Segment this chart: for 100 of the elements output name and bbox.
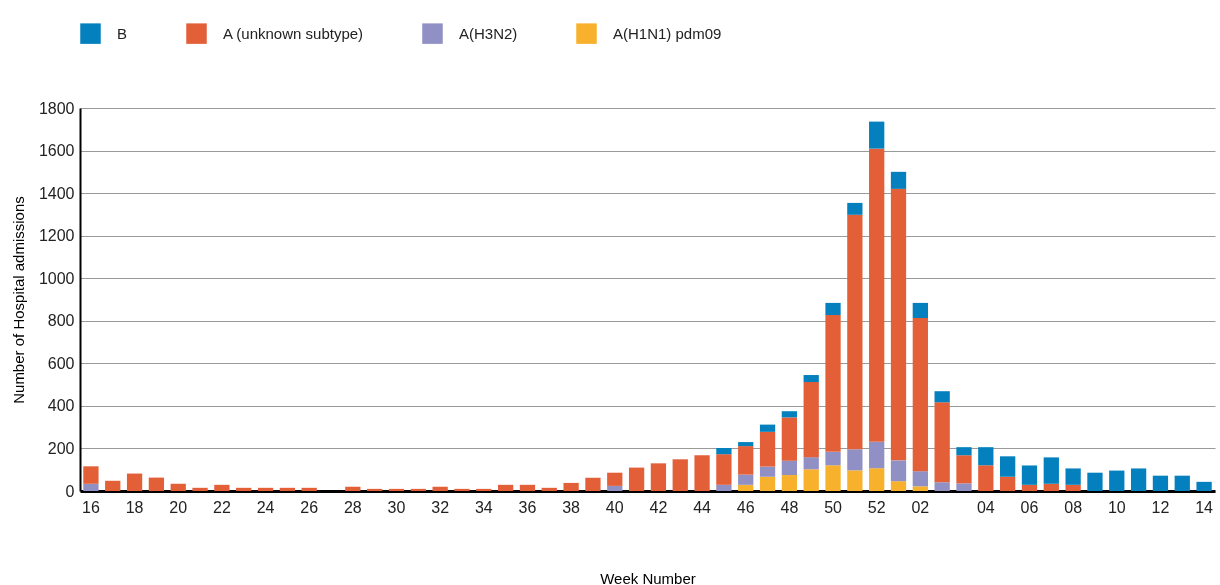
bar bbox=[781, 417, 798, 461]
x-tick-label: 48 bbox=[780, 498, 799, 516]
bar bbox=[1043, 457, 1059, 484]
x-tick-label: 04 bbox=[976, 498, 995, 516]
bar bbox=[934, 482, 950, 491]
bar bbox=[847, 202, 863, 215]
bar bbox=[388, 488, 405, 491]
bar bbox=[869, 148, 885, 442]
bar bbox=[1021, 484, 1038, 491]
bar bbox=[214, 484, 230, 491]
bar bbox=[519, 484, 536, 491]
x-tick-label: 46 bbox=[736, 498, 755, 516]
bar bbox=[1130, 468, 1147, 491]
bar bbox=[825, 315, 841, 452]
bar bbox=[781, 460, 798, 476]
bar bbox=[759, 466, 776, 477]
bar bbox=[301, 487, 317, 491]
x-tick-label: 44 bbox=[693, 498, 712, 516]
bar bbox=[890, 460, 907, 482]
y-tick-label: 400 bbox=[47, 397, 75, 415]
bar bbox=[956, 447, 972, 456]
bar bbox=[912, 486, 928, 491]
bar bbox=[803, 457, 819, 470]
x-axis-title: Week Number bbox=[600, 569, 696, 585]
bar bbox=[781, 475, 798, 491]
bar bbox=[869, 441, 885, 469]
bar bbox=[825, 302, 841, 316]
bar bbox=[825, 451, 841, 466]
bar bbox=[869, 468, 885, 491]
x-tick-label: 08 bbox=[1064, 498, 1083, 516]
x-tick-label: 24 bbox=[256, 498, 275, 516]
x-tick-label: 20 bbox=[169, 498, 188, 516]
x-tick-label: 22 bbox=[212, 498, 231, 516]
bar bbox=[410, 488, 426, 491]
bar bbox=[497, 484, 514, 491]
y-tick-label: 800 bbox=[47, 312, 75, 330]
bar bbox=[541, 487, 557, 491]
bar bbox=[759, 431, 776, 467]
bar bbox=[890, 481, 907, 491]
bar bbox=[607, 472, 623, 486]
bar bbox=[192, 487, 208, 491]
bar bbox=[628, 467, 645, 491]
y-axis-title: Number of Hospital admissions bbox=[9, 196, 27, 404]
bar bbox=[607, 485, 623, 491]
bar bbox=[738, 446, 754, 475]
bar bbox=[1043, 483, 1059, 491]
bar bbox=[345, 486, 361, 491]
bar bbox=[803, 382, 819, 458]
x-tick-label: 52 bbox=[867, 498, 886, 516]
x-tick-label: 50 bbox=[824, 498, 843, 516]
bar bbox=[934, 402, 950, 483]
y-tick-label: 1000 bbox=[38, 269, 75, 287]
bar bbox=[105, 480, 121, 491]
bar bbox=[803, 469, 819, 491]
bar bbox=[126, 473, 143, 491]
bar bbox=[956, 483, 972, 491]
bar bbox=[1021, 465, 1038, 485]
x-tick-label: 26 bbox=[300, 498, 319, 516]
bar bbox=[170, 483, 186, 491]
x-tick-label: 18 bbox=[125, 498, 144, 516]
legend-label: A(H3N2) bbox=[459, 24, 518, 42]
x-tick-label: 38 bbox=[562, 498, 581, 516]
bar bbox=[585, 477, 601, 491]
bar bbox=[847, 470, 863, 491]
y-tick-label: 200 bbox=[47, 439, 75, 457]
bar bbox=[716, 454, 732, 485]
bar bbox=[432, 486, 448, 491]
bar bbox=[847, 214, 863, 450]
x-tick-label: 34 bbox=[474, 498, 493, 516]
legend-label: B bbox=[117, 24, 128, 42]
bar bbox=[694, 455, 710, 491]
x-tick-label: 28 bbox=[343, 498, 362, 516]
bar bbox=[563, 482, 579, 491]
y-tick-label: 600 bbox=[47, 354, 75, 372]
bar bbox=[825, 465, 841, 491]
bar bbox=[367, 488, 383, 491]
x-tick-label: 36 bbox=[518, 498, 537, 516]
bar bbox=[869, 121, 885, 149]
bar bbox=[890, 188, 907, 461]
bar bbox=[1152, 475, 1169, 491]
bar bbox=[1065, 468, 1081, 485]
y-tick-label: 1400 bbox=[38, 184, 75, 202]
bar bbox=[847, 449, 863, 471]
bar bbox=[912, 318, 928, 472]
bar bbox=[956, 455, 972, 484]
bar bbox=[279, 487, 295, 491]
bar bbox=[759, 476, 776, 491]
bar bbox=[1000, 456, 1016, 477]
legend-label: A(H1N1) pdm09 bbox=[613, 24, 722, 42]
bar bbox=[476, 488, 492, 491]
bar bbox=[1065, 484, 1081, 491]
x-tick-label: 30 bbox=[387, 498, 406, 516]
bar bbox=[1174, 475, 1190, 491]
bar bbox=[978, 465, 994, 491]
x-tick-label: 42 bbox=[649, 498, 668, 516]
y-tick-label: 1200 bbox=[38, 227, 75, 245]
bar bbox=[1196, 481, 1212, 491]
bar bbox=[257, 487, 274, 491]
bar bbox=[934, 391, 950, 403]
bar bbox=[650, 463, 667, 491]
